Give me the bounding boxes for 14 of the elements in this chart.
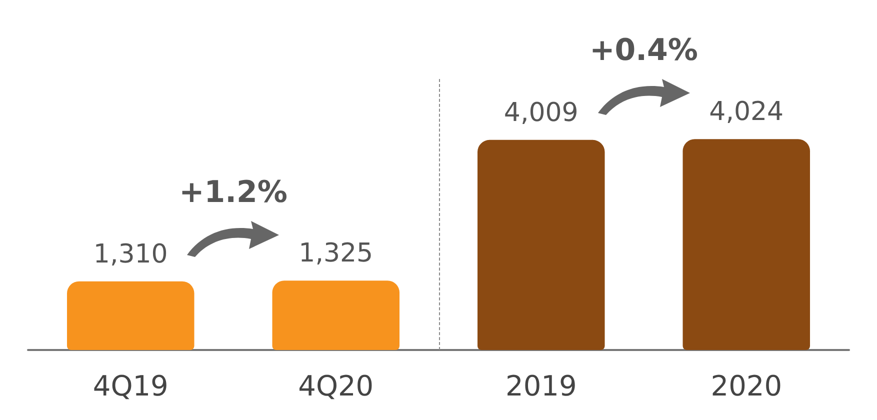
data-label: 1,310 [93, 239, 168, 270]
bar [478, 140, 605, 350]
bar [682, 139, 810, 350]
x-tick-label: 2019 [505, 370, 577, 402]
data-label: 1,325 [298, 238, 374, 269]
x-tick-label: 2020 [710, 370, 782, 402]
x-tick-label: 4Q19 [92, 370, 168, 402]
bar [272, 280, 400, 350]
text: +0.4% [588, 33, 699, 68]
annotation: +1.2% [178, 174, 288, 210]
bar [67, 281, 194, 350]
x-tick-label: 4Q20 [298, 370, 374, 402]
data-label: 4,024 [709, 97, 784, 128]
data-label: 4,009 [504, 98, 578, 128]
